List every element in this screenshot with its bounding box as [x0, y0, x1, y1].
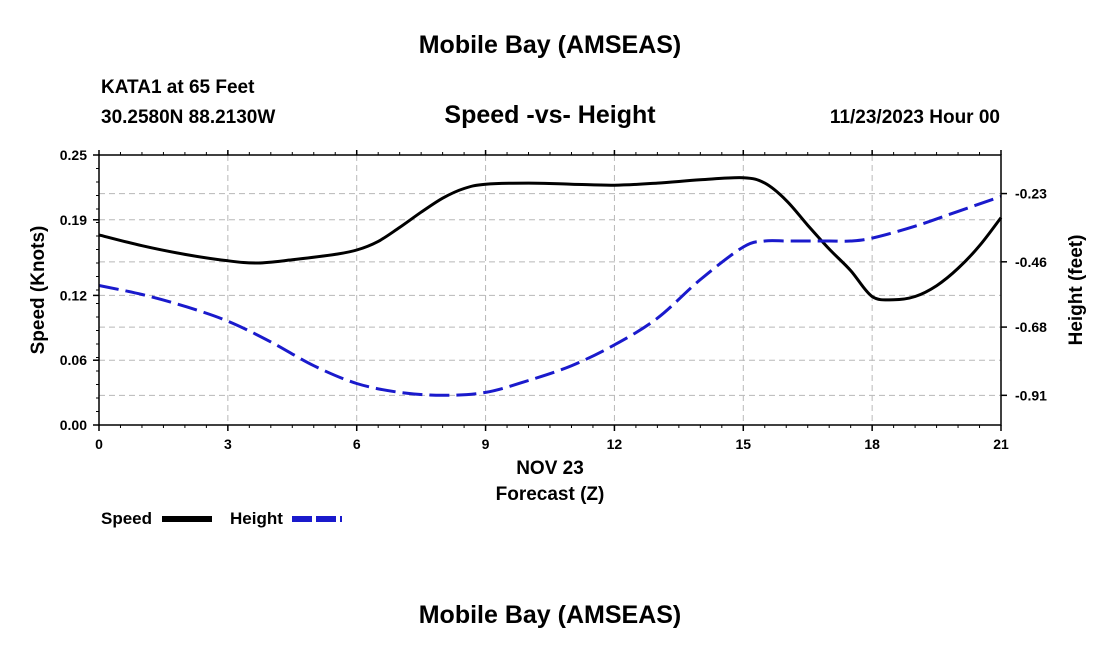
- y-left-tick-label: 0.19: [60, 212, 87, 228]
- legend-speed-label: Speed: [101, 509, 153, 528]
- legend-height-label: Height: [230, 509, 283, 528]
- x-tick-label: 21: [993, 436, 1009, 452]
- y-right-tick-label: -0.68: [1015, 319, 1047, 335]
- date-label: 11/23/2023 Hour 00: [829, 107, 1000, 128]
- y-left-tick-label: 0.12: [60, 287, 87, 303]
- x-tick-label: 18: [864, 436, 880, 452]
- y-right-tick-label: -0.91: [1015, 387, 1047, 403]
- y-axis-right-label: Height (feet): [1066, 235, 1087, 346]
- grid-lines: [99, 155, 1001, 425]
- legend-speed-swatch: [162, 516, 212, 522]
- page-title: Mobile Bay (AMSEAS): [418, 31, 682, 59]
- y-left-tick-label: 0.06: [60, 352, 87, 368]
- x-axis-label: Forecast (Z): [496, 484, 605, 505]
- x-tick-label: 15: [735, 436, 751, 452]
- series-lines: [98, 176, 1003, 397]
- legend-height-swatch: [292, 516, 342, 522]
- x-tick-label: 6: [353, 436, 361, 452]
- x-tick-label: 12: [607, 436, 623, 452]
- y-left-tick-label: 0.25: [60, 147, 87, 163]
- x-tick-label: 3: [224, 436, 232, 452]
- footer-title: Mobile Bay (AMSEAS): [418, 601, 682, 629]
- location-label: 30.2580N 88.2130W: [101, 107, 276, 128]
- x-tick-label: 0: [95, 436, 103, 452]
- y-right-tick-label: -0.46: [1015, 254, 1047, 270]
- y-left-tick-label: 0.00: [60, 417, 87, 433]
- axis-ticks: [93, 150, 1007, 431]
- series-line-speed: [98, 176, 1003, 302]
- station-label: KATA1 at 65 Feet: [101, 77, 255, 98]
- x-date-label: NOV 23: [516, 458, 584, 479]
- series-line-height: [98, 195, 1002, 397]
- tick-labels: 0 3 6 9 12 15 18 21 0.00 0.06 0.12 0.19 0.25 -0.23 -0.…: [60, 147, 1047, 452]
- y-axis-left-label: Speed (Knots): [28, 226, 49, 355]
- x-tick-label: 9: [482, 436, 490, 452]
- y-right-tick-label: -0.23: [1015, 186, 1047, 202]
- chart-title: Speed -vs- Height: [444, 101, 656, 129]
